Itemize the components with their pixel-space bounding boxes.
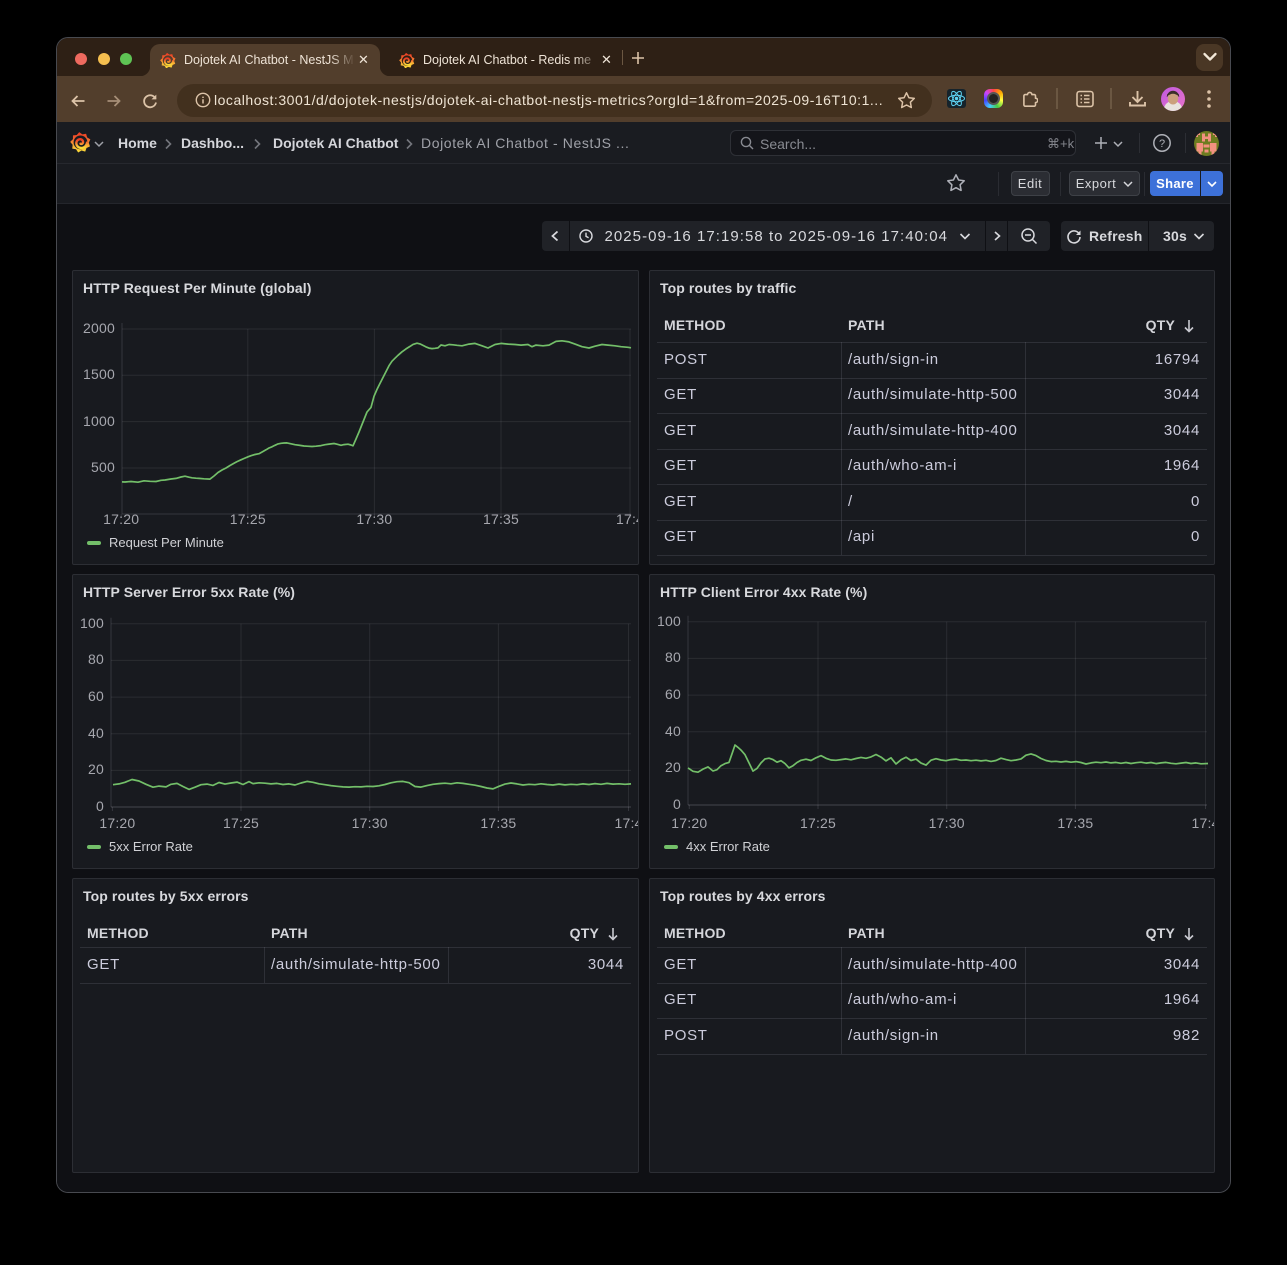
svg-text:?: ?	[1159, 138, 1165, 150]
